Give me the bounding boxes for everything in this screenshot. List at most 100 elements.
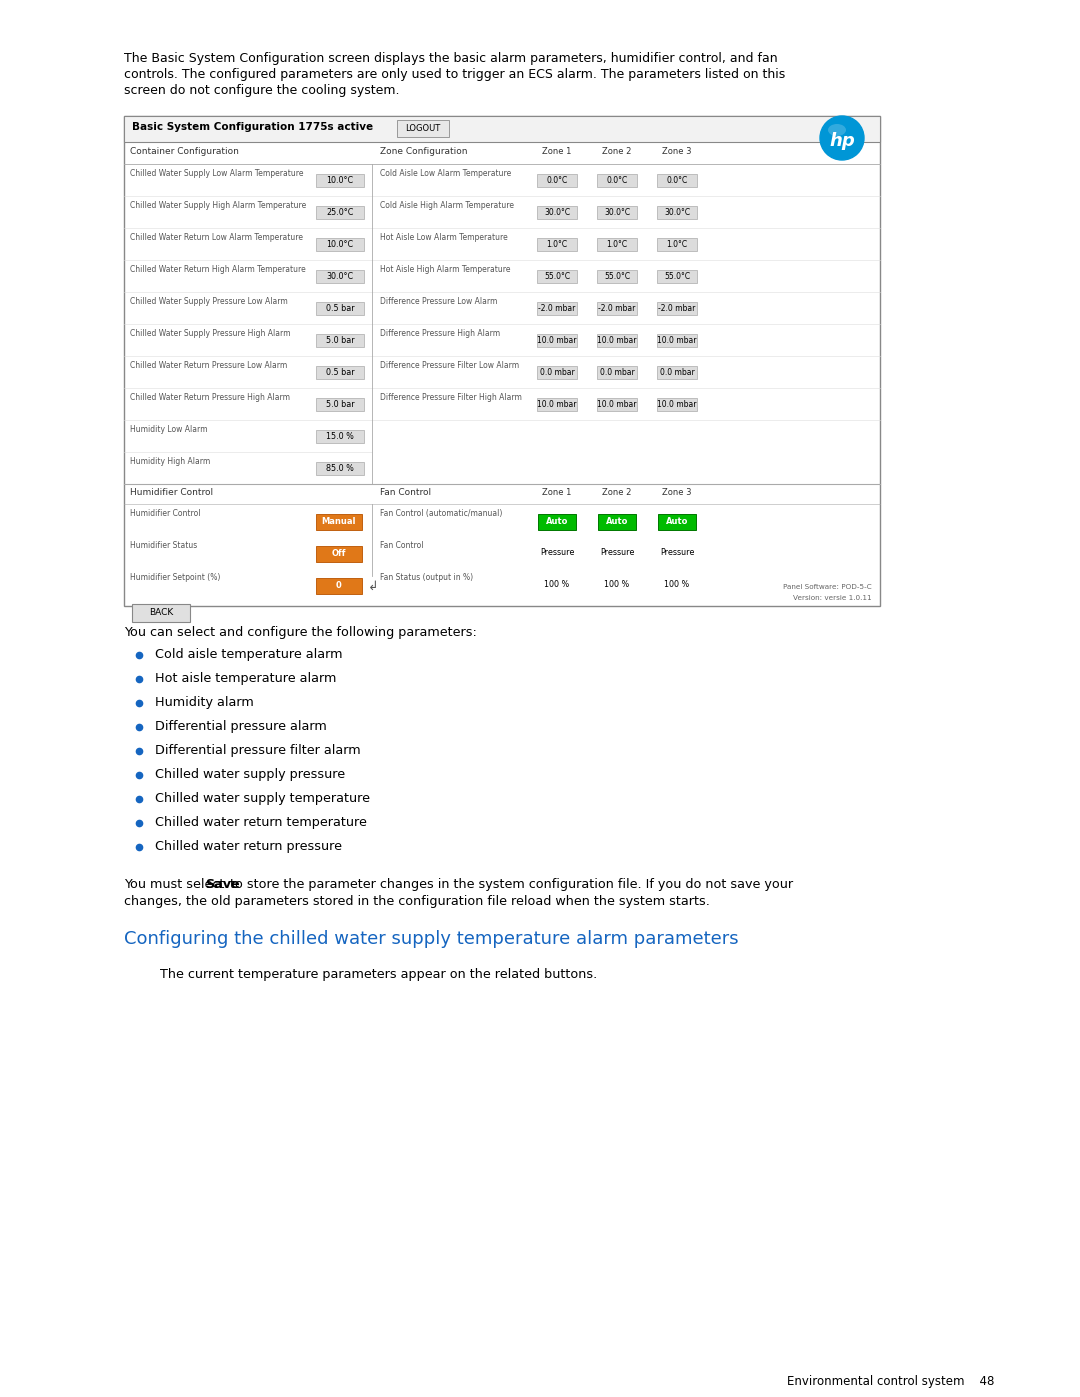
Text: Humidifier Status: Humidifier Status [130, 541, 198, 550]
Text: Zone Configuration: Zone Configuration [380, 147, 468, 156]
Text: Humidity High Alarm: Humidity High Alarm [130, 457, 211, 467]
Text: 10.0 mbar: 10.0 mbar [658, 337, 697, 345]
Text: Hot Aisle Low Alarm Temperature: Hot Aisle Low Alarm Temperature [380, 233, 508, 242]
Text: Cold aisle temperature alarm: Cold aisle temperature alarm [156, 648, 342, 661]
Text: Chilled Water Supply Pressure High Alarm: Chilled Water Supply Pressure High Alarm [130, 330, 291, 338]
Bar [397, 120, 449, 137]
Text: Auto: Auto [606, 517, 629, 527]
Bar [597, 237, 637, 251]
Text: Pressure: Pressure [599, 548, 634, 557]
Text: Humidifier Control: Humidifier Control [130, 488, 213, 497]
Text: 10.0 mbar: 10.0 mbar [658, 400, 697, 409]
Text: Container Configuration: Container Configuration [130, 147, 239, 156]
Text: Chilled Water Return High Alarm Temperature: Chilled Water Return High Alarm Temperat… [130, 265, 306, 274]
Text: Chilled water supply pressure: Chilled water supply pressure [156, 768, 346, 781]
Text: Fan Control: Fan Control [380, 541, 423, 550]
Text: Off: Off [332, 549, 347, 557]
Text: Environmental control system    48: Environmental control system 48 [786, 1375, 994, 1389]
Text: Configuring the chilled water supply temperature alarm parameters: Configuring the chilled water supply tem… [124, 930, 739, 949]
Text: 85.0 %: 85.0 % [326, 464, 354, 474]
Bar [316, 462, 364, 475]
Bar [316, 514, 362, 529]
Text: Chilled Water Supply Low Alarm Temperature: Chilled Water Supply Low Alarm Temperatu… [130, 169, 303, 177]
Text: Save: Save [205, 877, 240, 891]
Bar [538, 514, 576, 529]
Text: Hot Aisle High Alarm Temperature: Hot Aisle High Alarm Temperature [380, 265, 511, 274]
Text: You can select and configure the following parameters:: You can select and configure the followi… [124, 626, 477, 638]
Text: -2.0 mbar: -2.0 mbar [538, 305, 576, 313]
Text: 55.0°C: 55.0°C [664, 272, 690, 281]
Bar [597, 334, 637, 346]
Text: 100 %: 100 % [544, 580, 569, 590]
Text: 30.0°C: 30.0°C [604, 208, 630, 217]
Text: Humidifier Control: Humidifier Control [130, 509, 201, 518]
Text: 0.5 bar: 0.5 bar [326, 305, 354, 313]
Text: 10.0 mbar: 10.0 mbar [597, 337, 637, 345]
Text: Difference Pressure Filter High Alarm: Difference Pressure Filter High Alarm [380, 393, 522, 402]
Text: Fan Status (output in %): Fan Status (output in %) [380, 573, 473, 583]
Text: 1.0°C: 1.0°C [666, 240, 688, 249]
Text: Chilled Water Supply Pressure Low Alarm: Chilled Water Supply Pressure Low Alarm [130, 298, 287, 306]
Text: -2.0 mbar: -2.0 mbar [659, 305, 696, 313]
Bar [316, 578, 362, 594]
Text: 55.0°C: 55.0°C [544, 272, 570, 281]
Bar [316, 237, 364, 251]
Text: 5.0 bar: 5.0 bar [326, 337, 354, 345]
Bar [658, 514, 696, 529]
Text: Differential pressure filter alarm: Differential pressure filter alarm [156, 745, 361, 757]
Text: 100 %: 100 % [605, 580, 630, 590]
Bar [316, 398, 364, 411]
Text: 100 %: 100 % [664, 580, 690, 590]
Text: Basic System Configuration 1775s active: Basic System Configuration 1775s active [132, 122, 373, 131]
Text: 30.0°C: 30.0°C [326, 272, 353, 281]
Text: Zone 2: Zone 2 [603, 488, 632, 497]
Text: Zone 3: Zone 3 [662, 147, 692, 156]
Text: Difference Pressure High Alarm: Difference Pressure High Alarm [380, 330, 500, 338]
Bar [124, 116, 880, 606]
Bar [537, 237, 577, 251]
Text: Auto: Auto [665, 517, 688, 527]
Bar [537, 366, 577, 379]
Bar [657, 334, 697, 346]
Text: Pressure: Pressure [540, 548, 575, 557]
Bar [657, 205, 697, 219]
Circle shape [820, 116, 864, 161]
Bar [316, 334, 364, 346]
Text: 30.0°C: 30.0°C [664, 208, 690, 217]
Text: Zone 3: Zone 3 [662, 488, 692, 497]
Text: controls. The configured parameters are only used to trigger an ECS alarm. The p: controls. The configured parameters are … [124, 68, 785, 81]
Bar [537, 398, 577, 411]
Bar [597, 270, 637, 284]
Text: 0.0°C: 0.0°C [666, 176, 688, 184]
Bar [316, 175, 364, 187]
Text: screen do not configure the cooling system.: screen do not configure the cooling syst… [124, 84, 400, 96]
Bar [598, 514, 636, 529]
Bar [132, 604, 190, 622]
Text: LOGOUT: LOGOUT [405, 124, 441, 133]
Text: 1.0°C: 1.0°C [546, 240, 568, 249]
Text: 0.5 bar: 0.5 bar [326, 367, 354, 377]
Bar [537, 302, 577, 314]
Text: Fan Control: Fan Control [380, 488, 431, 497]
Text: Humidity Low Alarm: Humidity Low Alarm [130, 425, 207, 434]
Text: 10.0 mbar: 10.0 mbar [537, 337, 577, 345]
Text: Difference Pressure Filter Low Alarm: Difference Pressure Filter Low Alarm [380, 360, 519, 370]
Text: 0.0°C: 0.0°C [606, 176, 627, 184]
Text: The current temperature parameters appear on the related buttons.: The current temperature parameters appea… [160, 968, 597, 981]
Bar [537, 270, 577, 284]
Text: Chilled Water Supply High Alarm Temperature: Chilled Water Supply High Alarm Temperat… [130, 201, 307, 210]
Bar [657, 302, 697, 314]
Bar [316, 430, 364, 443]
Bar [657, 398, 697, 411]
Text: Difference Pressure Low Alarm: Difference Pressure Low Alarm [380, 298, 498, 306]
Text: You must select: You must select [124, 877, 228, 891]
Text: Chilled water supply temperature: Chilled water supply temperature [156, 792, 370, 805]
Text: changes, the old parameters stored in the configuration file reload when the sys: changes, the old parameters stored in th… [124, 895, 710, 908]
Bar [657, 366, 697, 379]
Bar [316, 205, 364, 219]
Bar [657, 237, 697, 251]
Text: 1.0°C: 1.0°C [607, 240, 627, 249]
Text: -2.0 mbar: -2.0 mbar [598, 305, 636, 313]
Text: 0.0 mbar: 0.0 mbar [599, 367, 634, 377]
Ellipse shape [828, 124, 846, 136]
